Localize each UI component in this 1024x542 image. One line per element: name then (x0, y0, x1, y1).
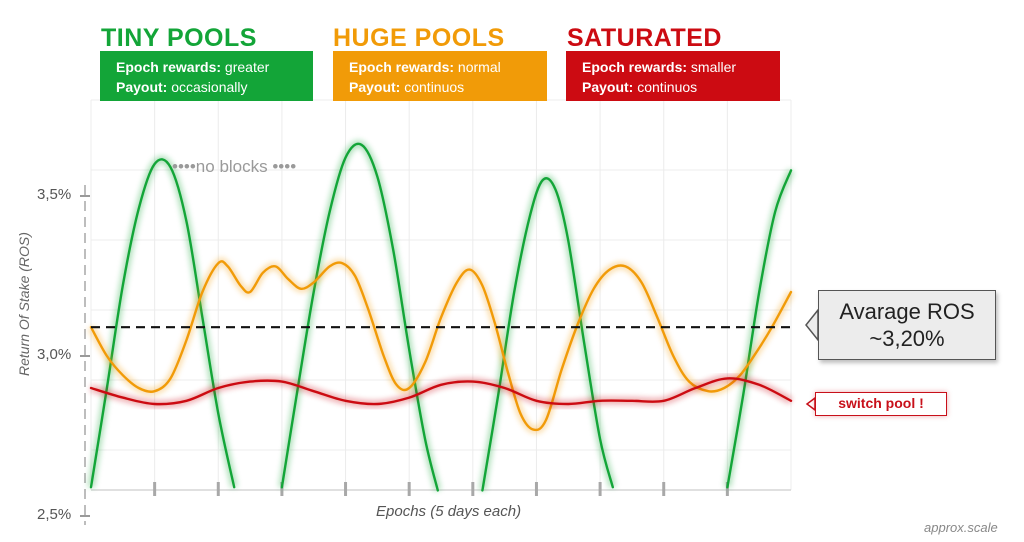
header-title-saturated: SATURATED (567, 24, 722, 52)
rewards-value: smaller (690, 59, 737, 75)
rewards-label: Epoch rewards: (116, 59, 222, 75)
header-box-huge-pools: Epoch rewards: normal Payout: continuos (333, 51, 547, 101)
header-title-huge-pools: HUGE POOLS (333, 24, 505, 52)
series-layer (87, 140, 795, 492)
average-ros-label: Avarage ROS (839, 299, 975, 324)
average-ros-value: ~3,20% (869, 326, 945, 351)
switch-pool-pointer (805, 396, 816, 412)
series-glow (723, 169, 795, 488)
series-line (89, 260, 793, 432)
series-line (280, 142, 439, 492)
y-axis-label: Return Of Stake (ROS) (16, 232, 32, 376)
average-callout-pointer (805, 307, 819, 343)
scale-footnote: approx.scale (924, 520, 998, 535)
series-line (89, 377, 793, 406)
no-blocks-annotation: ••••no blocks •••• (172, 157, 297, 176)
rewards-label: Epoch rewards: (582, 59, 688, 75)
y-tick-label: 3,5% (37, 186, 72, 203)
header-title-tiny-pools: TINY POOLS (101, 24, 257, 52)
payout-label: Payout: (582, 79, 634, 95)
rewards-value: normal (457, 59, 501, 75)
rewards-label: Epoch rewards: (349, 59, 455, 75)
series-saturated (89, 374, 793, 408)
series-glow (278, 140, 442, 492)
axes (80, 185, 791, 525)
switch-pool-label: switch pool ! (815, 392, 947, 416)
y-tick-label: 2,5% (37, 506, 72, 523)
x-axis-label: Epochs (5 days each) (376, 503, 522, 520)
series-huge-pools (87, 257, 795, 434)
payout-value: continuos (404, 79, 465, 95)
payout-label: Payout: (116, 79, 168, 95)
rewards-value: greater (224, 59, 270, 75)
payout-label: Payout: (349, 79, 401, 95)
average-ros-callout: Avarage ROS ~3,20% (818, 290, 996, 360)
series-line (89, 158, 236, 489)
series-glow (87, 155, 238, 488)
payout-value: occasionally (171, 79, 248, 95)
y-tick-label: 3,0% (37, 346, 72, 363)
series-line (726, 169, 793, 489)
payout-value: continuos (637, 79, 698, 95)
header-box-saturated: Epoch rewards: smaller Payout: continuos (566, 51, 780, 101)
series-glow (478, 174, 617, 491)
header-box-tiny-pools: Epoch rewards: greater Payout: occasiona… (100, 51, 313, 101)
series-line (481, 177, 614, 492)
